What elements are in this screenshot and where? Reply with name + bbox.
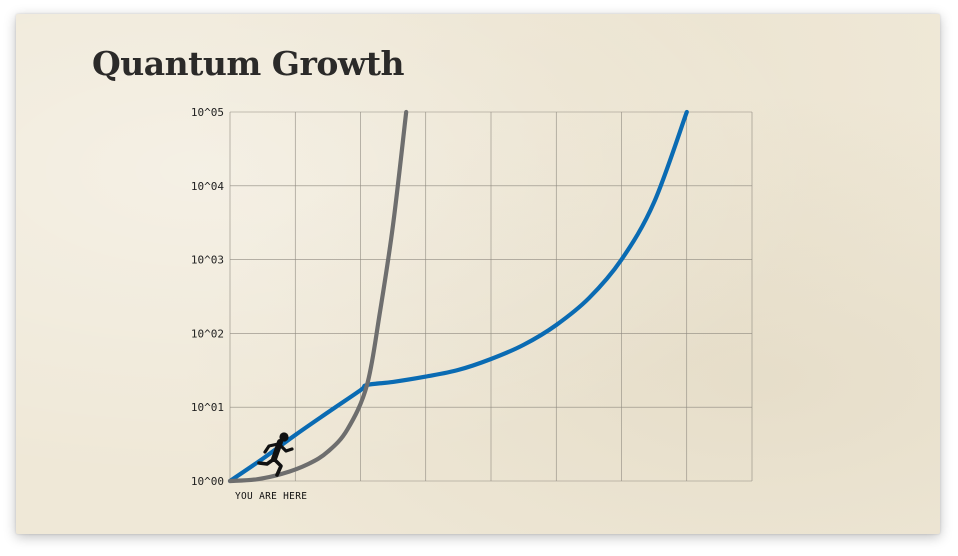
y-tick-label: 10^02 (191, 327, 224, 340)
series-line-blue (227, 109, 689, 484)
y-tick-label: 10^04 (191, 180, 224, 193)
y-tick-label: 10^05 (191, 106, 224, 119)
y-tick-label: 10^03 (191, 254, 224, 267)
growth-chart: 10^00 10^01 10^02 10^03 10^04 10^05 YOU ARE HE… (191, 106, 753, 502)
page-title: Quantum Growth (92, 44, 404, 83)
series-line-gray (227, 109, 409, 484)
running-person-icon (257, 432, 294, 477)
y-tick-label: 10^01 (191, 401, 224, 414)
you-are-here-label: YOU ARE HERE (235, 491, 307, 502)
slide: Quantum Growth 10^00 10^01 10^02 10^03 10^04… (16, 14, 940, 534)
y-tick-label: 10^00 (191, 475, 224, 488)
